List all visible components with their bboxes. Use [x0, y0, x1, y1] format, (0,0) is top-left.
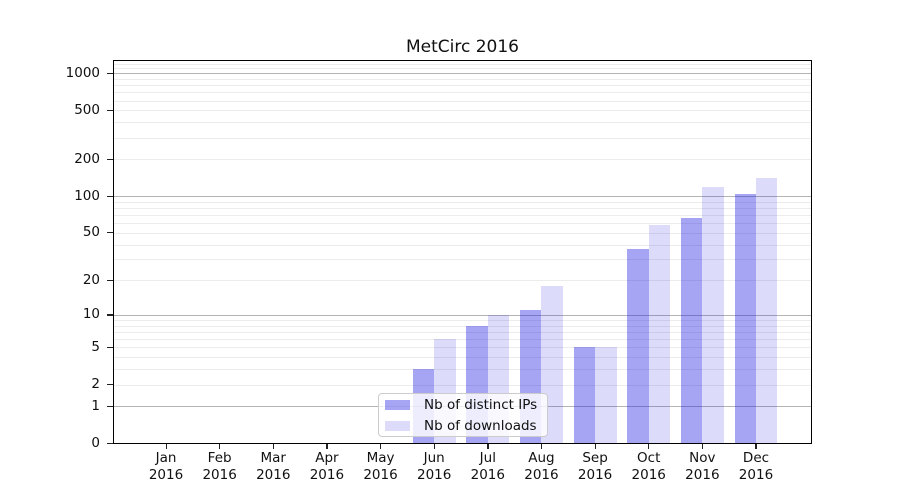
gridline-minor: [114, 332, 811, 334]
y-tick-mark: [106, 158, 113, 161]
legend-label-downloads: Nb of downloads: [424, 417, 537, 434]
gridline-minor: [114, 223, 811, 225]
gridline-minor: [114, 85, 811, 87]
x-tick-mark: [487, 443, 489, 449]
gridline-minor: [114, 320, 811, 322]
legend-item-downloads: Nb of downloads: [379, 415, 547, 436]
plot-area: [113, 59, 812, 444]
y-tick-mark: [106, 279, 113, 282]
y-tick-mark: [106, 405, 113, 407]
bar-downloads-sep-2016: [595, 347, 617, 444]
gridline-minor: [114, 159, 811, 161]
bar-distinct-ips-sep-2016: [573, 347, 596, 444]
gridline-minor: [114, 384, 811, 386]
y-tick-label: 10: [82, 306, 100, 323]
legend-swatch-distinct-ips: [385, 399, 410, 410]
x-tick-mark: [433, 443, 435, 449]
x-tick-mark: [272, 443, 274, 449]
x-tick-label: Apr 2016: [309, 450, 345, 483]
x-tick-mark: [755, 443, 757, 449]
gridline-minor: [114, 347, 811, 349]
x-tick-label: Oct 2016: [631, 450, 666, 483]
gridline-minor: [114, 259, 811, 261]
legend: Nb of distinct IPs Nb of downloads: [378, 393, 548, 437]
x-tick-mark: [540, 443, 543, 449]
bar-distinct-ips-nov-2016: [680, 218, 703, 444]
gridline-minor: [114, 208, 811, 210]
x-tick-label: Jun 2016: [416, 450, 452, 483]
gridline-minor: [114, 137, 811, 139]
gridline-minor: [114, 280, 811, 282]
x-tick-label: Aug 2016: [524, 450, 559, 483]
legend-label-distinct-ips: Nb of distinct IPs: [424, 396, 538, 413]
x-tick-mark: [165, 443, 167, 449]
gridline-minor: [114, 63, 811, 65]
x-tick-label: Jul 2016: [470, 450, 505, 483]
x-tick-label: Jan 2016: [148, 450, 184, 483]
y-tick-label: 50: [82, 224, 100, 241]
y-tick-mark: [106, 109, 113, 112]
y-tick-mark: [106, 72, 113, 75]
x-tick-mark: [219, 443, 221, 449]
bar-downloads-dec-2016: [755, 177, 778, 444]
chart-title: MetCirc 2016: [405, 37, 519, 57]
gridline-minor: [114, 122, 811, 124]
legend-item-distinct-ips: Nb of distinct IPs: [379, 394, 547, 415]
gridline-minor: [114, 79, 811, 80]
gridline-minor: [114, 244, 811, 246]
y-tick-label: 20: [82, 271, 100, 288]
gridline-major: [114, 196, 811, 198]
gridline-minor: [114, 68, 811, 70]
x-tick-mark: [594, 443, 596, 449]
x-tick-label: Dec 2016: [738, 450, 774, 483]
y-tick-mark: [106, 195, 113, 197]
gridline-minor: [114, 369, 811, 371]
gridline-minor: [114, 357, 811, 359]
gridline-minor: [114, 201, 811, 203]
y-tick-mark: [106, 314, 113, 316]
gridline-major: [114, 314, 811, 316]
gridline-minor: [114, 110, 811, 112]
gridline-minor: [114, 92, 811, 94]
y-tick-mark: [106, 442, 113, 445]
x-tick-label: May 2016: [363, 450, 398, 483]
y-tick-label: 100: [74, 187, 100, 204]
y-tick-label: 2: [91, 376, 100, 393]
x-tick-mark: [326, 443, 328, 449]
bar-downloads-oct-2016: [648, 225, 671, 444]
gridline-minor: [114, 232, 811, 234]
bar-distinct-ips-dec-2016: [734, 193, 756, 444]
x-tick-mark: [380, 443, 382, 449]
y-tick-mark: [106, 346, 113, 349]
x-tick-label: Feb 2016: [202, 450, 237, 483]
y-tick-label: 200: [74, 150, 100, 167]
x-tick-label: Nov 2016: [685, 450, 720, 483]
y-tick-label: 500: [74, 101, 100, 118]
x-tick-label: Mar 2016: [256, 450, 291, 483]
y-tick-mark: [106, 232, 113, 234]
gridline-minor: [114, 215, 811, 217]
y-tick-mark: [106, 384, 113, 386]
gridline-minor: [114, 100, 811, 102]
y-tick-label: 5: [91, 338, 100, 355]
y-tick-label: 0: [91, 434, 100, 451]
x-tick-mark: [648, 443, 650, 449]
bar-downloads-nov-2016: [702, 187, 724, 444]
gridline-major: [114, 73, 811, 75]
legend-swatch-downloads: [385, 420, 410, 431]
bar-distinct-ips-oct-2016: [627, 248, 649, 444]
gridline-minor: [114, 325, 811, 327]
y-tick-label: 1: [91, 397, 100, 414]
y-tick-label: 1000: [65, 64, 100, 81]
gridline-minor: [114, 339, 811, 341]
x-tick-label: Sep 2016: [577, 450, 613, 483]
x-tick-mark: [701, 443, 704, 449]
